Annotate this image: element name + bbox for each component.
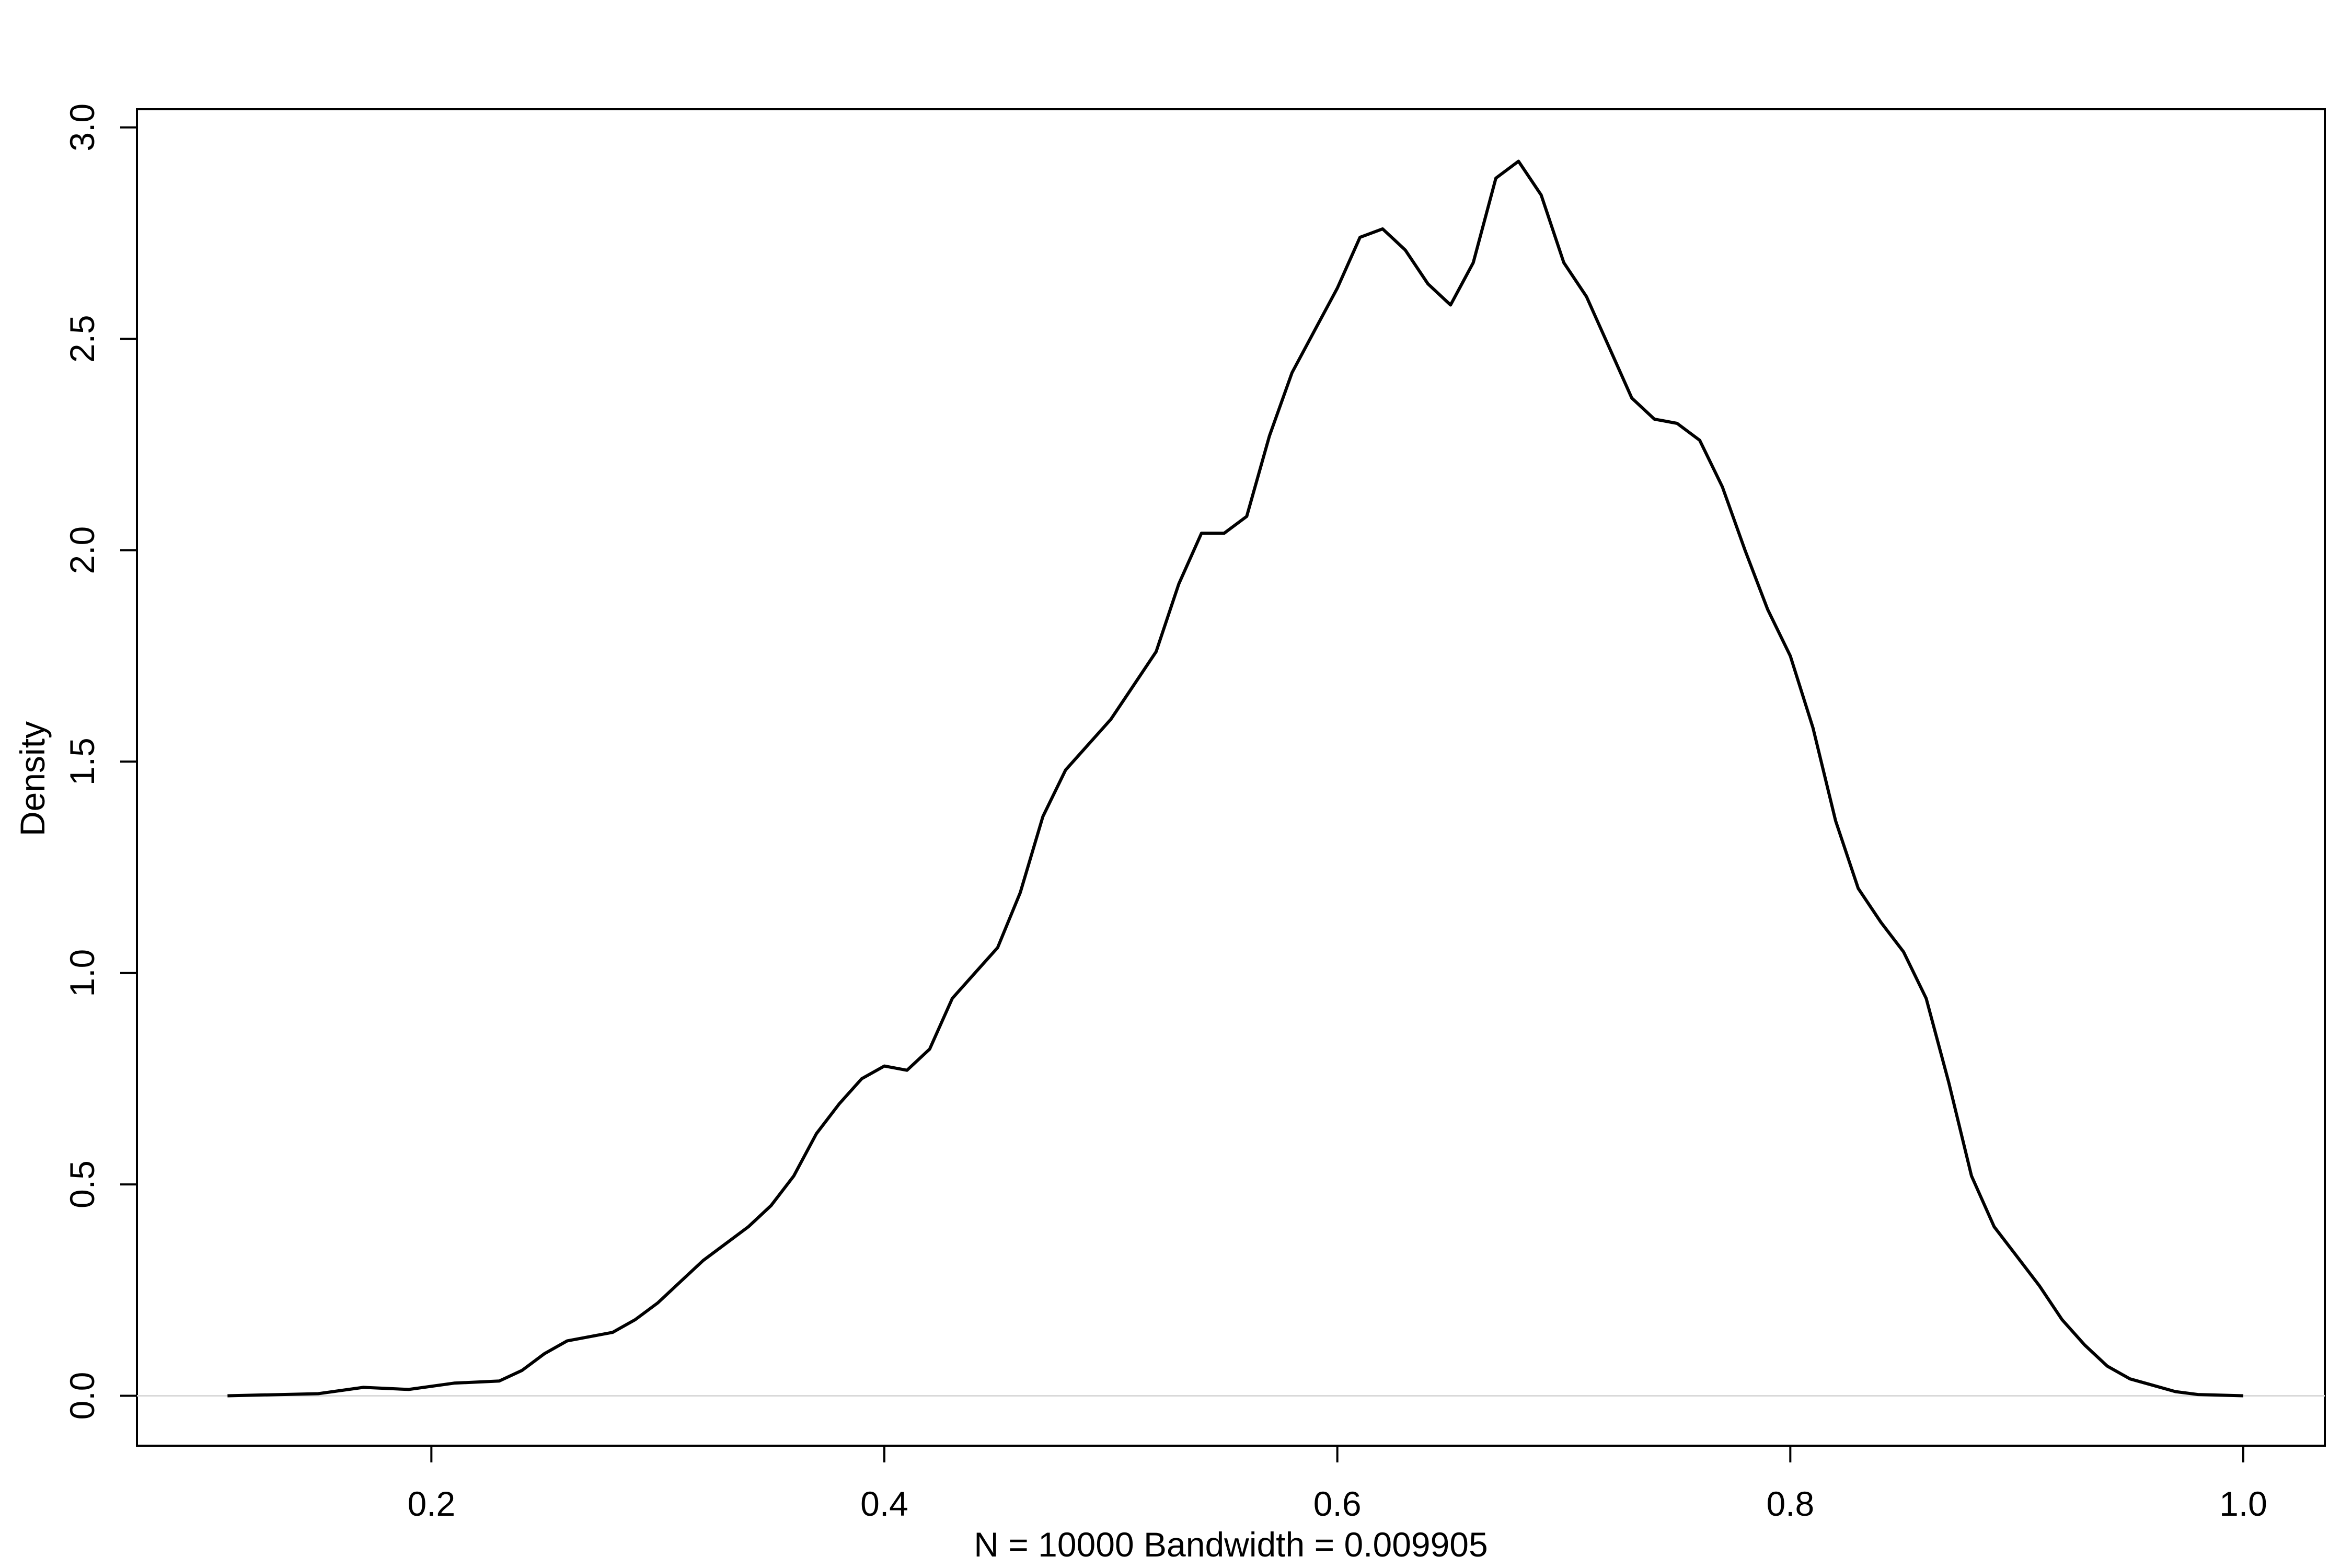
y-tick-label: 1.0 [63,949,101,997]
density-line [227,159,2244,1398]
y-tick-label: 3.0 [63,103,101,152]
x-tick-label: 0.2 [407,1484,455,1523]
y-tick-label: 0.5 [63,1160,101,1208]
y-tick-label: 1.5 [63,737,101,786]
y-axis-label: Density [13,721,52,836]
plot-frame [136,108,2326,1447]
x-tick-label: 1.0 [2219,1484,2267,1523]
y-tick-label: 2.5 [63,315,101,363]
y-tick-label: 2.0 [63,526,101,574]
y-tick-label: 0.0 [63,1372,101,1420]
x-tick-label: 0.4 [860,1484,908,1523]
x-axis-label: N = 10000 Bandwidth = 0.009905 [974,1525,1488,1564]
x-tick-label: 0.6 [1313,1484,1362,1523]
x-tick-label: 0.8 [1766,1484,1814,1523]
